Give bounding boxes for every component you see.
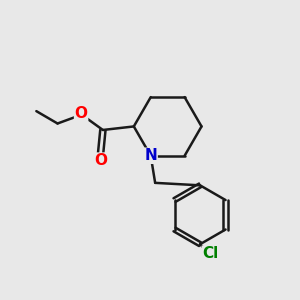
Text: Cl: Cl (202, 246, 218, 261)
Text: O: O (75, 106, 88, 121)
Text: N: N (144, 148, 157, 163)
Text: O: O (94, 153, 107, 168)
